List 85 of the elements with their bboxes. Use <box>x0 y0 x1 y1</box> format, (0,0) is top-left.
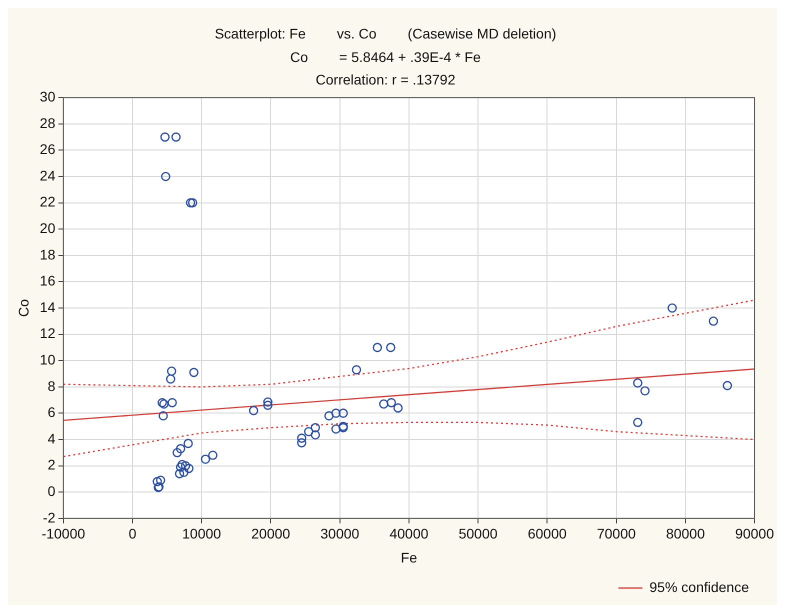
point <box>158 411 168 420</box>
point <box>168 398 177 408</box>
chart-subtitle: Co = 5.8464 + .39E-4 * Fe <box>290 48 482 65</box>
point <box>200 454 210 464</box>
y-tick-label: 18 <box>40 246 56 262</box>
text: Correlation: r = .13792 <box>316 71 456 88</box>
point <box>166 366 176 376</box>
x-tick-label: 20000 <box>251 526 290 542</box>
line-series <box>63 422 755 458</box>
point <box>158 398 167 408</box>
y-tick-label: 2 <box>48 456 56 473</box>
y-tick-label: 6 <box>48 404 56 420</box>
x-tick-label: 10000 <box>182 526 222 542</box>
point <box>263 397 272 407</box>
point <box>310 423 320 432</box>
y-tick-label: 16 <box>40 272 56 289</box>
point <box>188 198 198 208</box>
y-tick-label: 12 <box>40 325 56 342</box>
x-tick-label: 60000 <box>528 526 567 542</box>
x-tick-label: 90000 <box>735 526 774 542</box>
point <box>156 476 166 485</box>
y-tick-label: 0 <box>48 482 56 499</box>
point <box>160 132 170 142</box>
y-tick-label: -2 <box>42 509 56 526</box>
x-tick-label: 80000 <box>666 526 706 542</box>
point <box>297 438 306 448</box>
y-tick-label: 8 <box>48 378 56 394</box>
point <box>184 464 194 474</box>
x-tick-label: 50000 <box>458 526 498 542</box>
point <box>633 418 642 428</box>
point <box>171 132 181 142</box>
y-tick-label: 14 <box>40 298 56 315</box>
point <box>393 403 403 413</box>
point <box>174 469 184 478</box>
point <box>331 408 341 418</box>
point <box>152 476 162 486</box>
y-tick-label: 24 <box>40 167 56 184</box>
point <box>176 462 186 472</box>
point <box>352 365 362 374</box>
point <box>176 444 186 454</box>
x-tick-label: 0 <box>128 526 137 542</box>
y-tick-label: 30 <box>40 88 56 104</box>
point <box>324 411 334 420</box>
legend-label: 95% confidence <box>649 578 750 595</box>
y-tick-label: 22 <box>40 194 56 210</box>
point <box>178 460 187 470</box>
line-series <box>63 300 755 388</box>
point <box>640 386 650 396</box>
point <box>379 399 388 409</box>
point <box>166 374 176 384</box>
point <box>668 303 677 313</box>
y-tick-label: 10 <box>40 351 56 368</box>
point <box>263 400 272 410</box>
x-tick-label: 40000 <box>389 526 429 542</box>
x-axis-title: Fe <box>400 549 418 566</box>
point <box>208 450 218 460</box>
y-tick-label: 26 <box>40 141 56 158</box>
y-tick-label: 28 <box>40 114 56 131</box>
y-tick-label: 4 <box>48 430 56 446</box>
chart-title: Scatterplot: Fe vs. Co (Casewise MD deletion) <box>214 25 556 42</box>
point <box>179 468 189 478</box>
point <box>189 368 199 378</box>
x-tick-label: 30000 <box>320 526 360 542</box>
point <box>248 406 258 416</box>
point <box>172 448 182 458</box>
point <box>304 426 314 436</box>
point <box>159 399 169 409</box>
point <box>372 342 382 352</box>
point <box>180 461 190 470</box>
point <box>708 316 718 326</box>
x-tick-label: -10000 <box>42 526 86 542</box>
point <box>331 424 341 434</box>
point <box>722 380 732 390</box>
point <box>386 398 396 408</box>
point <box>184 438 193 448</box>
x-tick-label: 70000 <box>596 526 636 542</box>
point <box>633 378 642 388</box>
y-axis-title: Co <box>15 298 32 317</box>
point <box>297 434 306 443</box>
point <box>186 198 196 208</box>
point <box>310 430 320 440</box>
point <box>338 408 348 418</box>
point <box>386 342 396 352</box>
y-tick-label: 20 <box>40 220 56 236</box>
point <box>161 172 170 182</box>
